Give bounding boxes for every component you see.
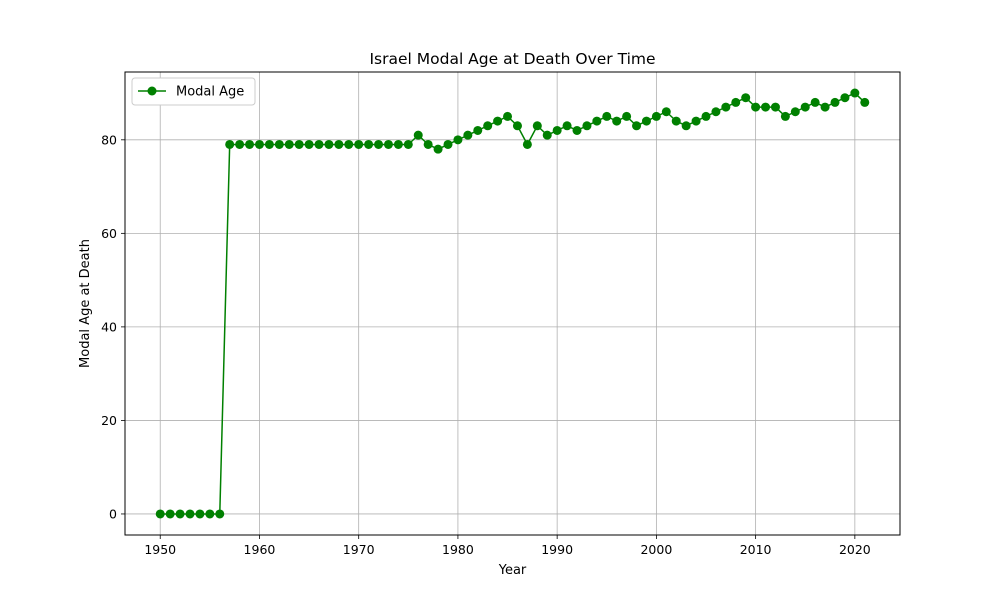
- data-point: [850, 88, 860, 98]
- data-point: [542, 130, 552, 140]
- data-point: [403, 139, 413, 149]
- data-point: [503, 111, 513, 121]
- data-point: [790, 107, 800, 117]
- data-point: [185, 509, 195, 519]
- data-point: [731, 97, 741, 107]
- data-point: [314, 139, 324, 149]
- data-point: [800, 102, 810, 112]
- data-point: [612, 116, 622, 126]
- data-point: [572, 125, 582, 135]
- y-tick-label: 0: [109, 506, 117, 521]
- data-point: [701, 111, 711, 121]
- data-point: [721, 102, 731, 112]
- x-tick-label: 2000: [640, 542, 672, 557]
- legend-label: Modal Age: [176, 85, 244, 100]
- data-point: [830, 97, 840, 107]
- data-point: [582, 121, 592, 131]
- series-layer: [155, 88, 870, 519]
- data-point: [393, 139, 403, 149]
- data-point: [473, 125, 483, 135]
- x-tick-label: 1970: [343, 542, 375, 557]
- data-point: [780, 111, 790, 121]
- data-point: [195, 509, 205, 519]
- y-tick-label: 40: [101, 319, 117, 334]
- data-point: [383, 139, 393, 149]
- y-tick-label: 80: [101, 132, 117, 147]
- data-point: [453, 135, 463, 145]
- data-point: [671, 116, 681, 126]
- data-point: [254, 139, 264, 149]
- legend-marker-swatch: [147, 86, 157, 96]
- series-line: [160, 92, 866, 515]
- data-point: [354, 139, 364, 149]
- x-axis-title: Year: [498, 563, 527, 578]
- data-point: [770, 102, 780, 112]
- data-point: [284, 139, 294, 149]
- axis-ticks: 1950 1960 1970 1980 1990 2000 2010 2020 0 20 40 60 8…: [101, 132, 871, 557]
- data-point: [741, 93, 751, 103]
- chart-title: Israel Modal Age at Death Over Time: [369, 50, 655, 68]
- data-point: [245, 139, 255, 149]
- data-point: [512, 121, 522, 131]
- data-point: [433, 144, 443, 154]
- data-point: [324, 139, 334, 149]
- data-point: [810, 97, 820, 107]
- data-point: [294, 139, 304, 149]
- y-axis-title: Modal Age at Death: [78, 239, 93, 368]
- y-tick-label: 20: [101, 413, 117, 428]
- y-tick-label: 60: [101, 226, 117, 241]
- data-point: [641, 116, 651, 126]
- data-point: [264, 139, 274, 149]
- data-point: [483, 121, 493, 131]
- data-point: [493, 116, 503, 126]
- data-point: [532, 121, 542, 131]
- data-point: [155, 509, 165, 519]
- data-point: [751, 102, 761, 112]
- plot-frame: [124, 71, 901, 536]
- data-point: [225, 139, 235, 149]
- data-point: [334, 139, 344, 149]
- x-tick-label: 2010: [740, 542, 772, 557]
- x-tick-label: 1980: [442, 542, 474, 557]
- data-point: [681, 121, 691, 131]
- data-point: [423, 139, 433, 149]
- data-point: [622, 111, 632, 121]
- data-point: [443, 139, 453, 149]
- x-tick-label: 2020: [839, 542, 871, 557]
- data-point: [840, 93, 850, 103]
- legend-box: [131, 77, 256, 106]
- legend: Modal Age: [131, 77, 256, 106]
- data-point: [651, 111, 661, 121]
- data-point: [691, 116, 701, 126]
- data-point: [175, 509, 185, 519]
- data-point: [661, 107, 671, 117]
- x-tick-label: 1960: [244, 542, 276, 557]
- data-point: [215, 509, 225, 519]
- data-point: [522, 139, 532, 149]
- x-tick-label: 1950: [144, 542, 176, 557]
- data-point: [165, 509, 175, 519]
- data-point: [374, 139, 384, 149]
- data-point: [413, 130, 423, 140]
- data-point: [364, 139, 374, 149]
- data-point: [562, 121, 572, 131]
- data-point: [602, 111, 612, 121]
- data-point: [304, 139, 314, 149]
- data-point: [463, 130, 473, 140]
- x-tick-label: 1990: [541, 542, 573, 557]
- data-point: [552, 125, 562, 135]
- data-point: [344, 139, 354, 149]
- data-point: [820, 102, 830, 112]
- data-point: [274, 139, 284, 149]
- data-point: [592, 116, 602, 126]
- data-point: [711, 107, 721, 117]
- data-point: [235, 139, 245, 149]
- data-point: [205, 509, 215, 519]
- grid: [125, 72, 900, 535]
- data-point: [632, 121, 642, 131]
- data-point: [860, 97, 870, 107]
- data-point: [761, 102, 771, 112]
